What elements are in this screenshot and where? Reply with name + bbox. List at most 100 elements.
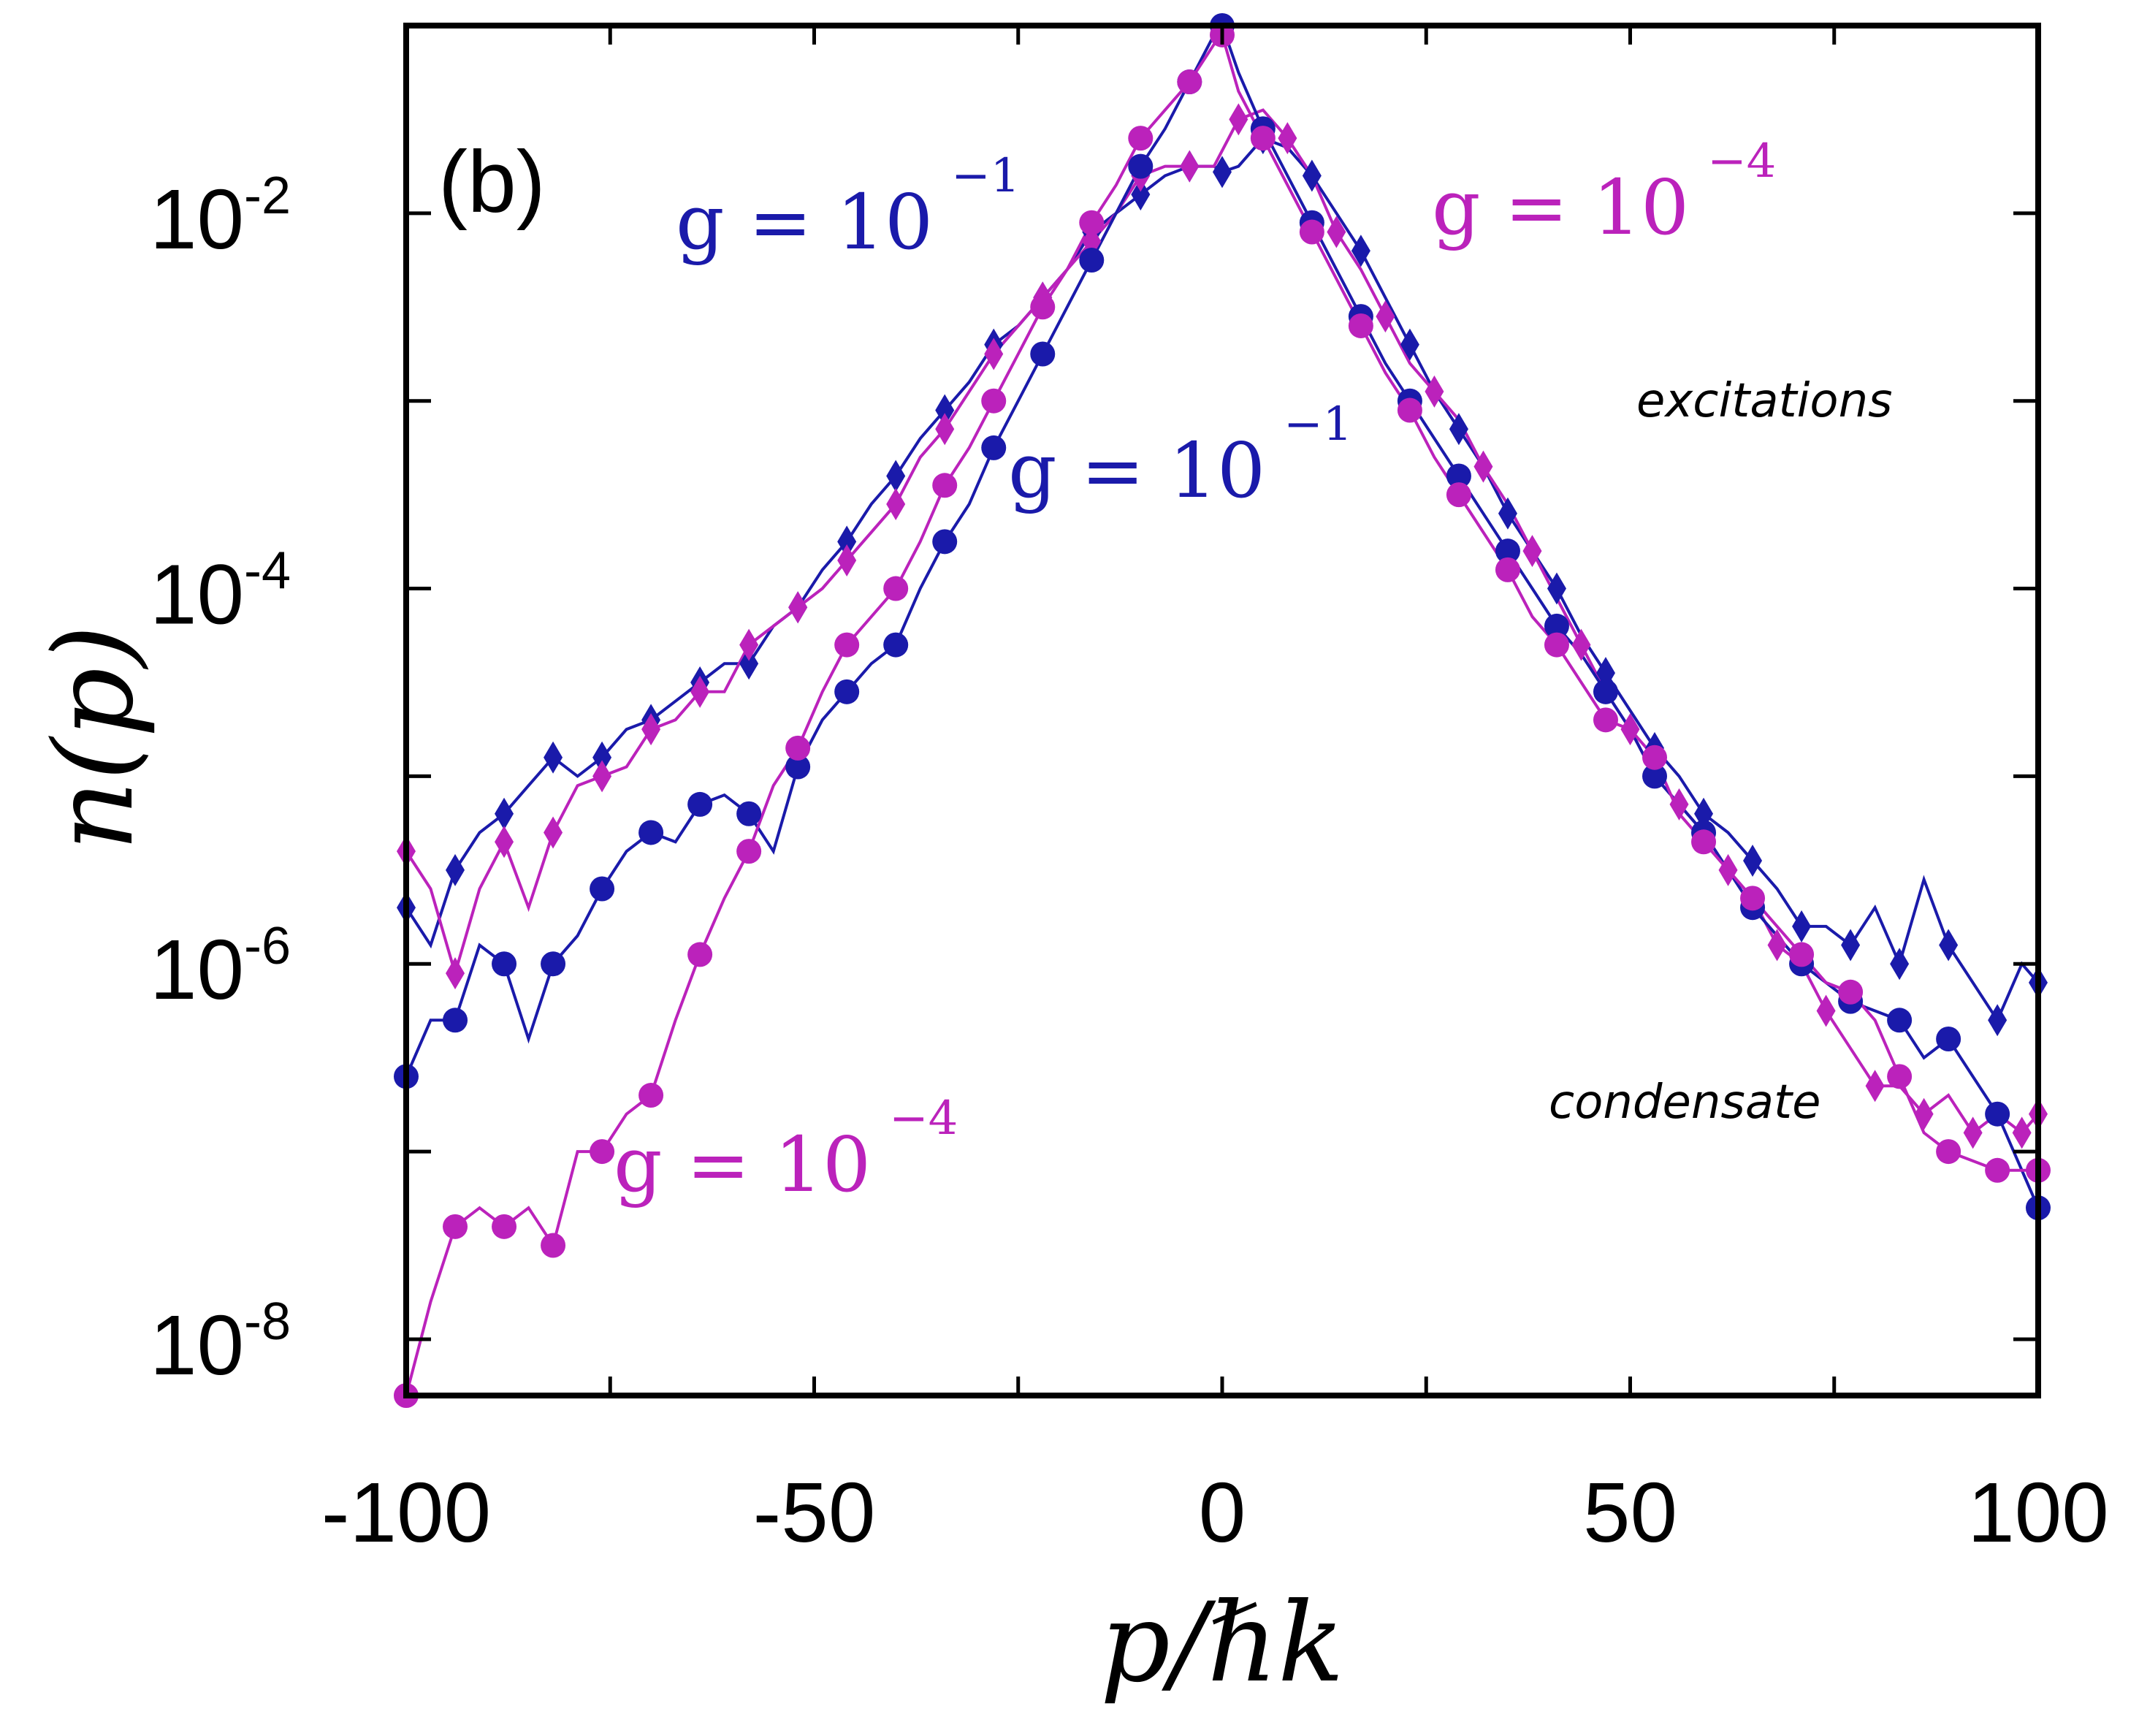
series-1-point-48 bbox=[1571, 628, 1591, 661]
series-3-point-64 bbox=[1936, 1139, 1961, 1165]
series-1-point-52 bbox=[1669, 788, 1689, 821]
series-3-point-16 bbox=[785, 735, 811, 761]
series-2-point-30 bbox=[1128, 153, 1154, 179]
series-0-point-42 bbox=[1400, 328, 1419, 361]
series-3-point-56 bbox=[1740, 886, 1766, 911]
series-3-point-54 bbox=[1691, 829, 1717, 855]
series-3-point-60 bbox=[1838, 979, 1864, 1005]
series-2-point-10 bbox=[638, 820, 664, 845]
x-axis-ticks: -100 -50 0 50 100 bbox=[321, 26, 2109, 1560]
series-2-point-12 bbox=[687, 791, 713, 817]
series-0-point-44 bbox=[1449, 413, 1468, 446]
series-1-point-10 bbox=[641, 713, 661, 746]
series-1-point-56 bbox=[1767, 929, 1787, 962]
series-markers bbox=[394, 13, 2051, 1408]
annotation-g1-mid-text: g = 10 bbox=[1008, 426, 1265, 515]
series-3-point-14 bbox=[736, 839, 762, 864]
annotation-g4-left-exp: −4 bbox=[889, 1092, 958, 1146]
series-1-point-14 bbox=[739, 628, 759, 661]
x-tick-label: -50 bbox=[753, 1465, 876, 1560]
series-1-point-44 bbox=[1473, 450, 1493, 483]
series-1-point-24 bbox=[984, 338, 1004, 370]
y-tick-label: 10-4 bbox=[150, 542, 291, 642]
series-2-point-24 bbox=[981, 435, 1007, 460]
annotation-g1-left: g = 10 −1 bbox=[676, 149, 1020, 267]
series-3-point-44 bbox=[1446, 482, 1471, 508]
series-0-point-4 bbox=[495, 797, 514, 830]
series-3-point-40 bbox=[1348, 313, 1373, 338]
y-tick-label: 10-6 bbox=[150, 917, 291, 1017]
series-1-point-36 bbox=[1278, 122, 1297, 155]
series-0-point-20 bbox=[886, 460, 906, 492]
series-1-point-34 bbox=[1229, 103, 1248, 136]
annotation-g4-left-text: g = 10 bbox=[614, 1120, 871, 1209]
series-1-point-18 bbox=[837, 544, 857, 577]
series-2-point-66 bbox=[1985, 1101, 2010, 1127]
series-0-point-46 bbox=[1498, 497, 1517, 530]
series-2-point-14 bbox=[736, 801, 762, 826]
series-0-point-30 bbox=[1131, 178, 1151, 211]
series-0-point-8 bbox=[592, 741, 612, 774]
series-0-point-66 bbox=[1988, 1004, 2008, 1037]
series-0-point-14 bbox=[739, 647, 759, 680]
annotation-g4-right-text: g = 10 bbox=[1432, 163, 1689, 252]
series-2-point-48 bbox=[1544, 613, 1569, 639]
annotation-g4-right-exp: −4 bbox=[1707, 134, 1776, 189]
series-1-point-32 bbox=[1180, 150, 1200, 183]
annotation-g4-left: g = 10 −4 bbox=[614, 1092, 958, 1209]
series-1-point-54 bbox=[1718, 853, 1738, 886]
series-3-point-36 bbox=[1250, 126, 1276, 151]
series-1-point-62 bbox=[1914, 1097, 1934, 1130]
series-1-point-50 bbox=[1620, 713, 1640, 746]
series-3-point-52 bbox=[1642, 745, 1668, 770]
series-line-0 bbox=[405, 136, 2040, 1024]
series-0-point-58 bbox=[1792, 910, 1812, 943]
x-tick-label: 100 bbox=[1967, 1465, 2109, 1560]
annotation-g4-right: g = 10 −4 bbox=[1432, 134, 1776, 252]
series-3-point-48 bbox=[1544, 632, 1569, 658]
series-1-point-6 bbox=[544, 816, 563, 849]
series-3-point-26 bbox=[1030, 294, 1056, 320]
series-0-point-6 bbox=[544, 741, 563, 774]
series-3-point-22 bbox=[932, 473, 958, 498]
series-1-point-2 bbox=[446, 957, 465, 990]
series-2-point-22 bbox=[932, 529, 958, 555]
series-2-point-18 bbox=[834, 679, 860, 704]
series-1-point-38 bbox=[1327, 216, 1346, 248]
series-2-point-6 bbox=[541, 951, 566, 977]
series-3-point-32 bbox=[1177, 69, 1202, 95]
series-1-point-8 bbox=[592, 760, 612, 793]
series-2-point-20 bbox=[883, 632, 909, 658]
series-2-point-26 bbox=[1030, 341, 1056, 367]
series-2-point-2 bbox=[443, 1008, 468, 1033]
annotation-g1-left-text: g = 10 bbox=[676, 178, 933, 267]
series-2-point-28 bbox=[1079, 248, 1105, 273]
x-axis-title: p/ℏk bbox=[1100, 1580, 1344, 1707]
series-0-point-38 bbox=[1302, 159, 1322, 192]
series-0-point-2 bbox=[446, 853, 465, 886]
series-3-point-62 bbox=[1887, 1064, 1913, 1089]
series-1-point-64 bbox=[1963, 1116, 1983, 1149]
series-2-point-44 bbox=[1446, 463, 1471, 489]
series-3-point-20 bbox=[883, 576, 909, 601]
series-3-point-42 bbox=[1397, 397, 1422, 423]
y-axis-title: n(p) bbox=[31, 625, 158, 851]
series-0-point-18 bbox=[837, 525, 857, 558]
series-3-point-10 bbox=[638, 1083, 664, 1108]
series-0-point-34 bbox=[1213, 156, 1232, 189]
series-2-point-52 bbox=[1642, 764, 1668, 789]
y-tick-label: 10-2 bbox=[150, 167, 291, 267]
annotation-excitations: excitations bbox=[1636, 374, 1892, 428]
series-0-point-64 bbox=[1939, 929, 1959, 962]
series-3-point-38 bbox=[1299, 219, 1324, 245]
series-0-point-62 bbox=[1890, 948, 1910, 981]
series-2-point-64 bbox=[1936, 1026, 1961, 1051]
series-0-point-56 bbox=[1743, 844, 1763, 877]
series-0-point-40 bbox=[1351, 235, 1370, 267]
series-1-point-66 bbox=[2012, 1116, 2032, 1149]
series-3-point-6 bbox=[541, 1233, 566, 1258]
series-1-point-20 bbox=[886, 487, 906, 520]
series-2-point-50 bbox=[1593, 679, 1618, 704]
annotation-g1-left-exp: −1 bbox=[951, 149, 1020, 203]
series-3-point-2 bbox=[443, 1214, 468, 1239]
